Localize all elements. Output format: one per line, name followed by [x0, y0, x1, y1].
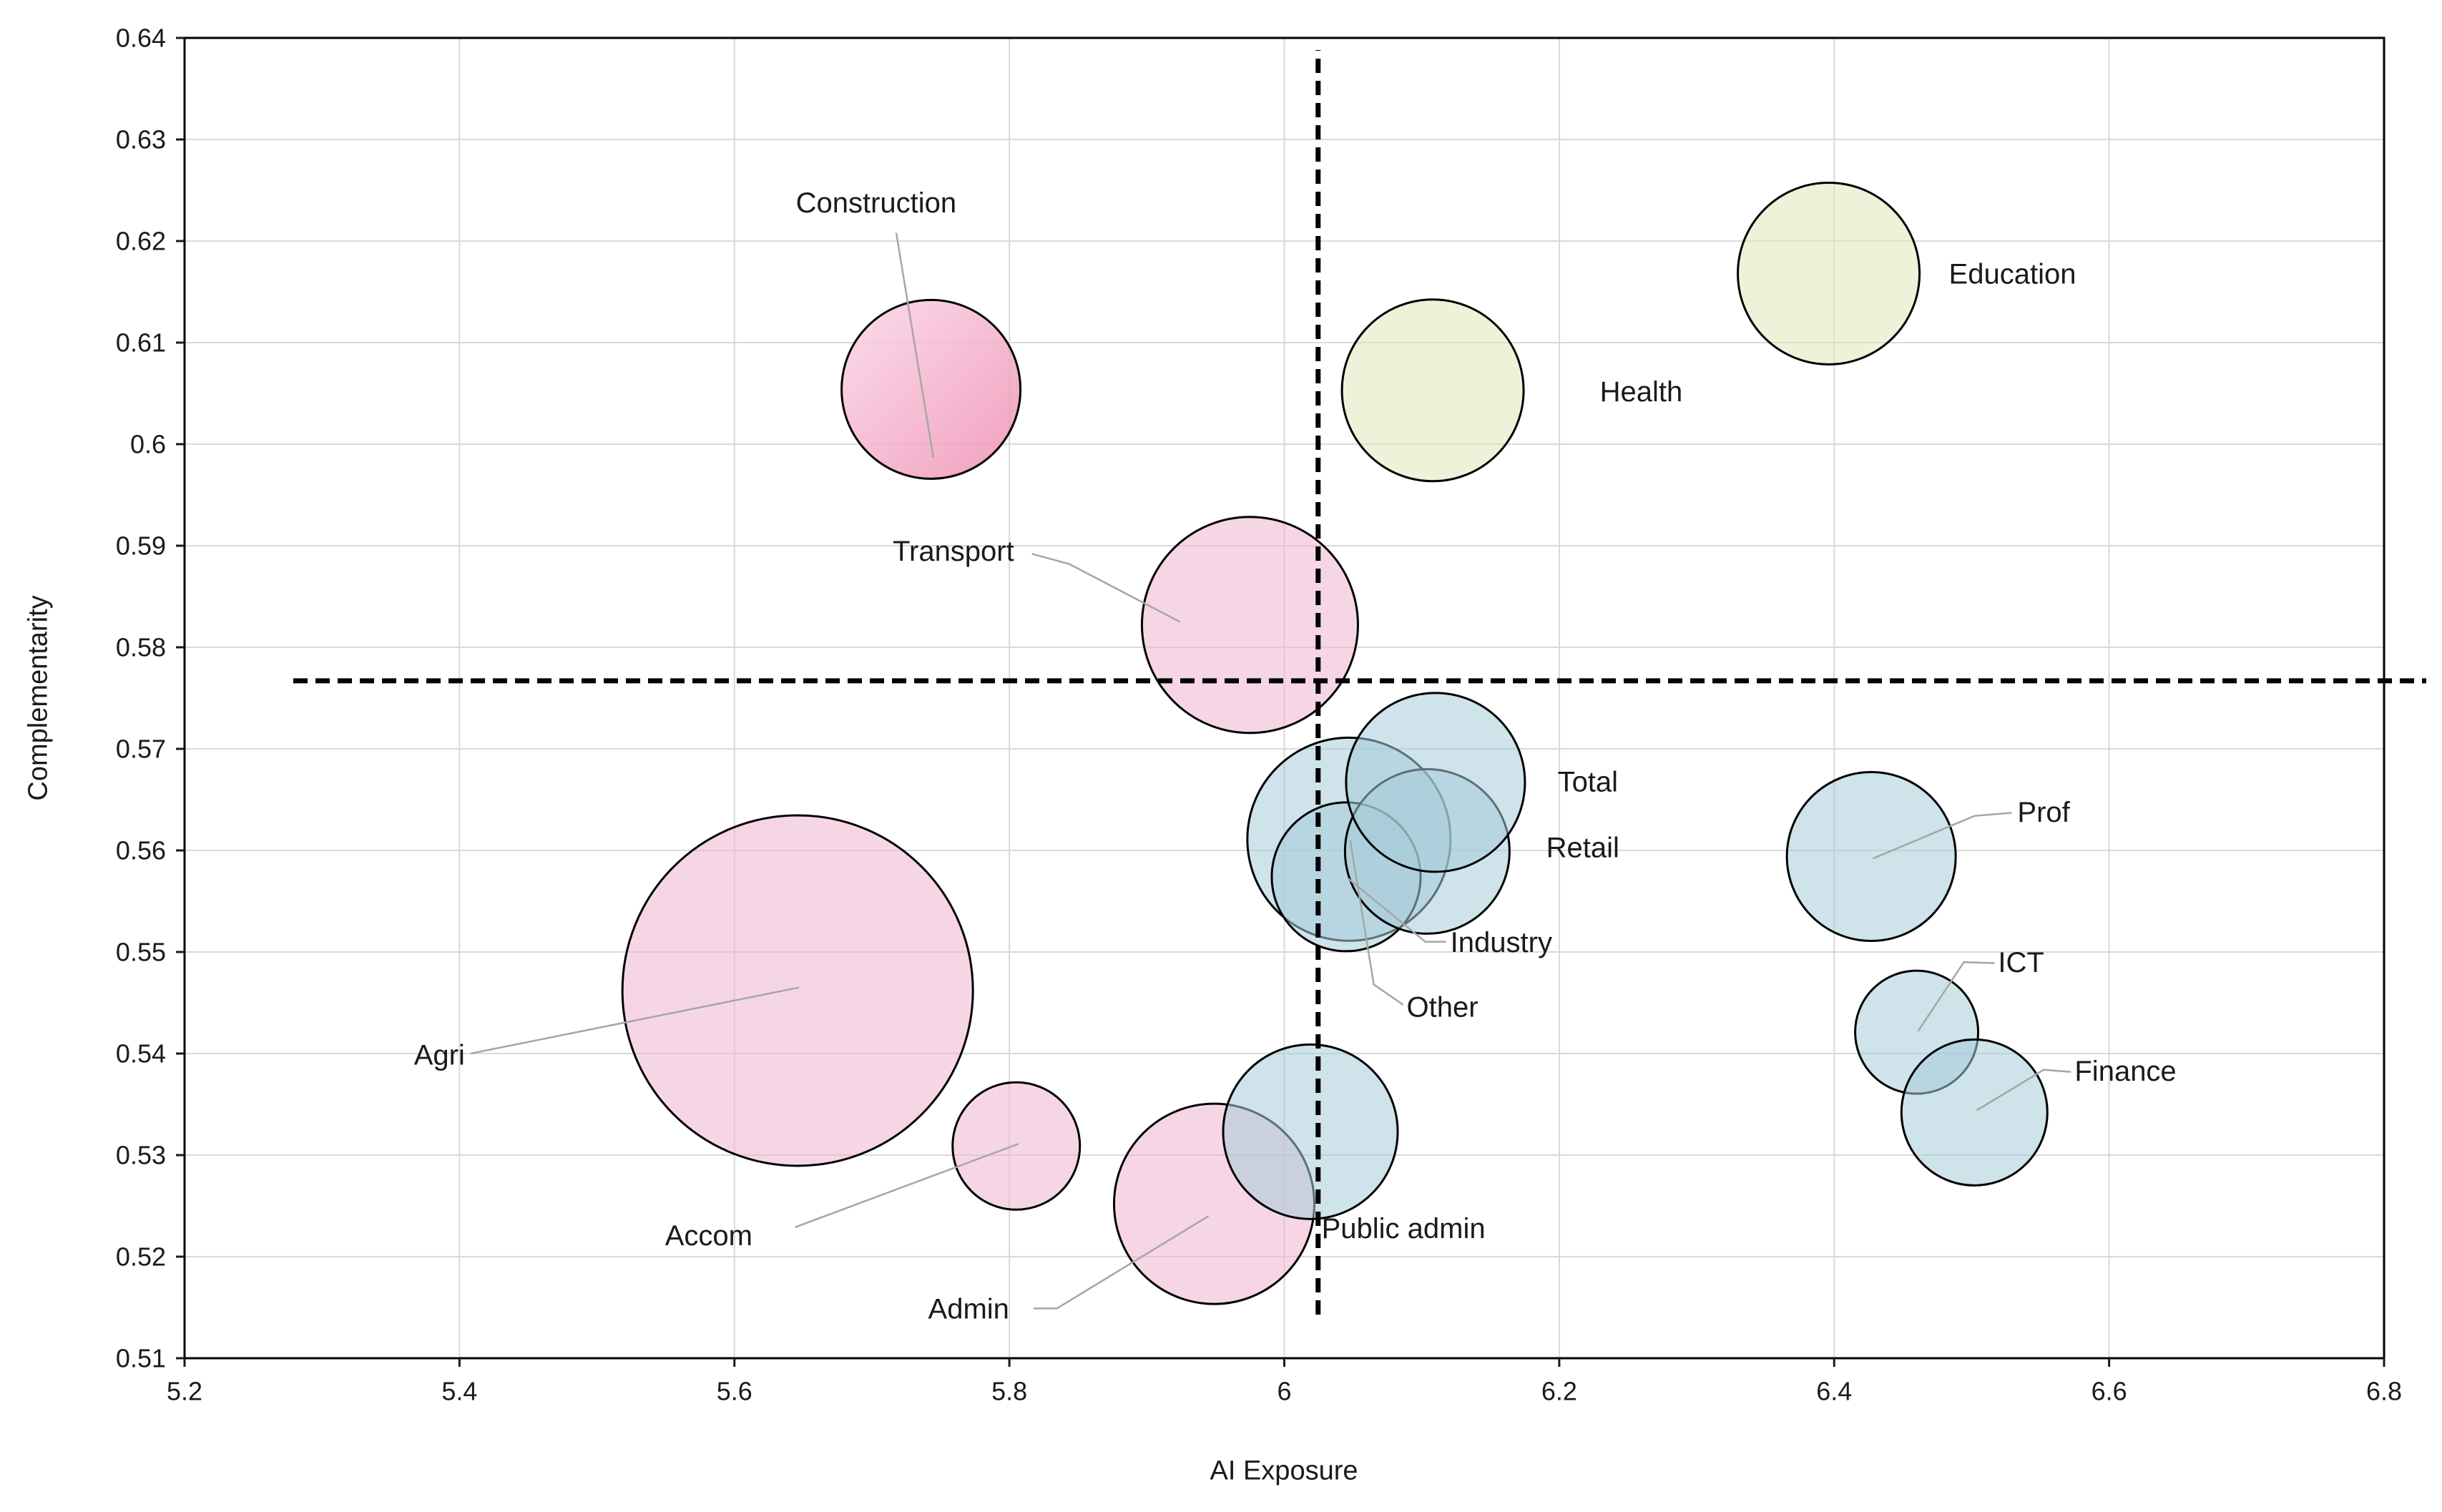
x-tick-label-5.8: 5.8: [991, 1377, 1027, 1406]
y-tick-label-0.51: 0.51: [116, 1344, 166, 1373]
bubble-label-finance: Finance: [2074, 1056, 2176, 1087]
bubble-health: [1340, 298, 1525, 483]
x-tick-label-6: 6: [1277, 1377, 1291, 1406]
y-tick-label-0.6: 0.6: [130, 430, 166, 459]
bubble-label-accom: Accom: [665, 1220, 752, 1252]
y-axis-title: Complementarity: [23, 595, 53, 800]
bubble-finance: [1900, 1038, 2049, 1187]
bubble-accom: [951, 1081, 1082, 1211]
leader-other: [1349, 840, 1404, 1006]
bubble-label-construction: Construction: [796, 187, 957, 219]
bubble-construction: [840, 298, 1022, 480]
bubble-label-total: Total: [1558, 766, 1619, 797]
leader-admin: [1033, 1215, 1210, 1310]
leader-agri: [470, 986, 800, 1055]
y-tick-label-0.59: 0.59: [116, 531, 166, 561]
bubble-label-other: Other: [1407, 992, 1479, 1023]
x-tick-label-6.8: 6.8: [2366, 1377, 2402, 1406]
x-tick-label-5.6: 5.6: [717, 1377, 752, 1406]
bubble-label-health: Health: [1600, 376, 1683, 408]
leader-transport: [1031, 553, 1181, 623]
y-tick-label-0.64: 0.64: [116, 24, 166, 53]
y-tick-label-0.53: 0.53: [116, 1141, 166, 1170]
leader-prof: [1872, 812, 2012, 860]
reference-lines: [293, 50, 2427, 1315]
bubble-label-public-admin: Public admin: [1322, 1213, 1486, 1245]
bubble-label-admin: Admin: [928, 1293, 1009, 1325]
y-tick-label-0.52: 0.52: [116, 1242, 166, 1272]
x-tick-label-6.4: 6.4: [1816, 1377, 1852, 1406]
leader-lines: [470, 232, 2071, 1310]
bubble-public-admin: [1222, 1043, 1399, 1220]
leader-construction: [895, 232, 935, 458]
bubble-total: [1345, 692, 1526, 873]
bubble-agri: [621, 814, 974, 1167]
bubble-education: [1737, 181, 1921, 365]
leader-finance: [1976, 1069, 2071, 1111]
leader-ict: [1917, 961, 1995, 1032]
y-tick-label-0.63: 0.63: [116, 125, 166, 154]
x-tick-label-5.4: 5.4: [441, 1377, 477, 1406]
x-axis-title: AI Exposure: [1210, 1455, 1358, 1486]
y-tick-label-0.61: 0.61: [116, 328, 166, 358]
bubble-label-education: Education: [1949, 258, 2076, 290]
bubble-label-ict: ICT: [1998, 947, 2044, 978]
x-tick-label-6.2: 6.2: [1541, 1377, 1577, 1406]
y-tick-label-0.57: 0.57: [116, 735, 166, 764]
bubble-label-retail: Retail: [1546, 833, 1619, 864]
leader-accom: [795, 1143, 1019, 1228]
bubble-label-agri: Agri: [414, 1039, 465, 1071]
leader-industry: [1346, 877, 1446, 943]
y-tick-label-0.55: 0.55: [116, 938, 166, 967]
bubble-transport: [1140, 516, 1359, 735]
x-tick-label-6.6: 6.6: [2092, 1377, 2127, 1406]
bubble-label-transport: Transport: [893, 536, 1014, 567]
y-tick-label-0.54: 0.54: [116, 1039, 166, 1069]
bubbles: [621, 181, 2049, 1305]
bubble-label-industry: Industry: [1451, 927, 1552, 958]
bubble-labels: Agri Admin Public admin Accom Transport Const…: [414, 187, 2177, 1325]
x-tick-label-5.2: 5.2: [167, 1377, 202, 1406]
bubble-label-prof: Prof: [2017, 797, 2070, 828]
y-tick-label-0.58: 0.58: [116, 633, 166, 662]
y-tick-label-0.56: 0.56: [116, 836, 166, 865]
axes: 5.2 5.4 5.6 5.8 6 6.2 6.4 6.6 6.8 0.51 0.52 0.53 0.5…: [116, 24, 2402, 1406]
bubble-prof: [1785, 771, 1957, 943]
y-tick-label-0.62: 0.62: [116, 227, 166, 256]
